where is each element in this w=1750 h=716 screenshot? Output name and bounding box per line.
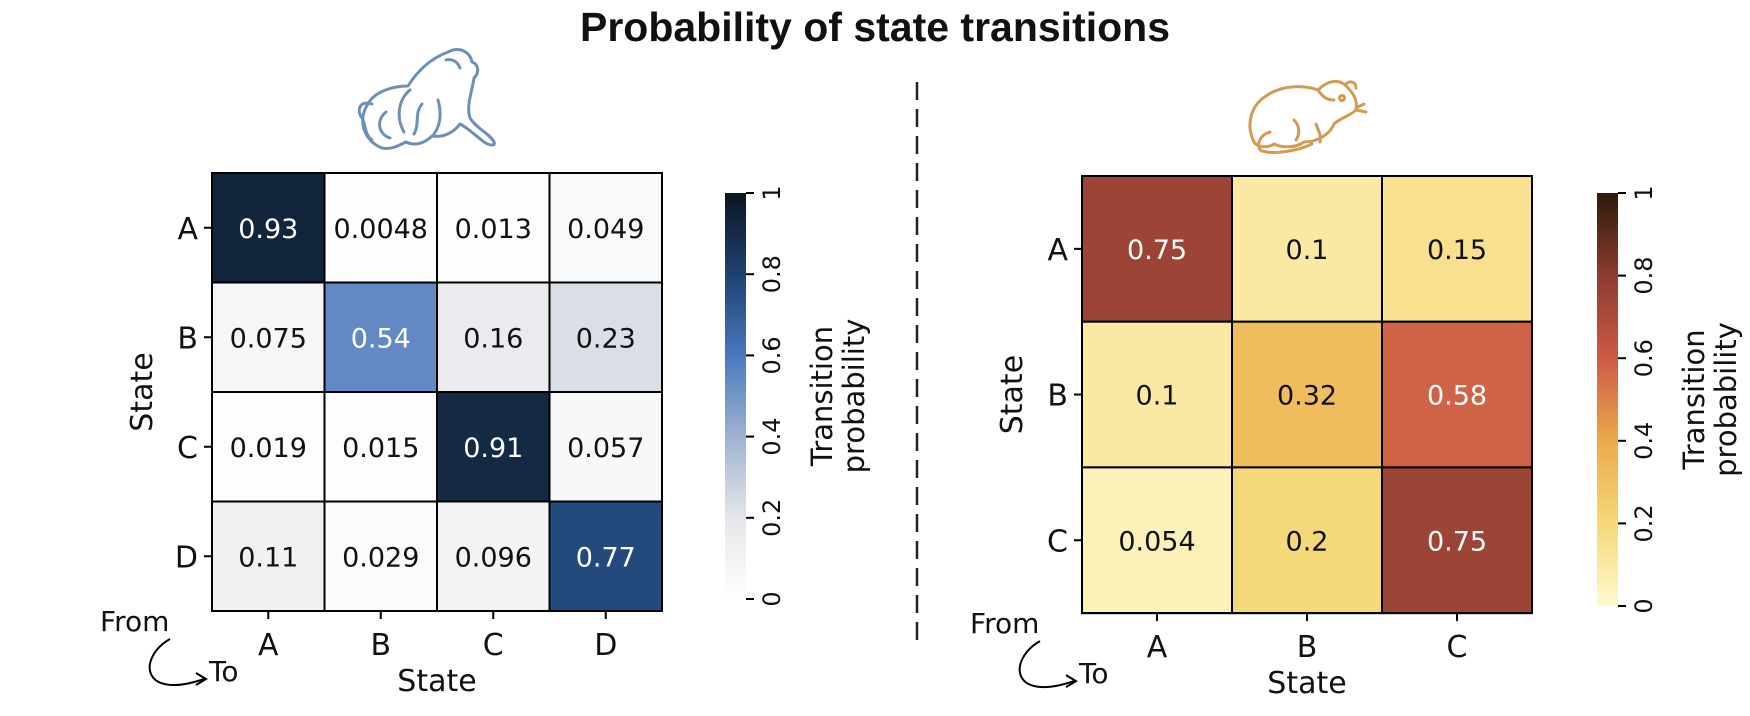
cell-value-label: 0.0048 — [334, 214, 428, 245]
corner-to-label: To — [1078, 657, 1108, 690]
from-to-arrowhead — [1065, 674, 1078, 688]
y-tick-label: A — [177, 212, 198, 247]
corner-from-label: From — [970, 607, 1039, 640]
cell-value-label: 0.019 — [230, 433, 307, 464]
from-to-arrow — [1018, 640, 1075, 688]
heatmap-cell — [548, 172, 663, 284]
colorbar-label-line2: probability — [837, 319, 871, 474]
colorbar — [1597, 193, 1618, 606]
heatmap-cell — [211, 391, 326, 503]
from-to-arrowhead — [195, 672, 208, 686]
x-axis-label: State — [397, 664, 476, 699]
cell-value-label: 0.013 — [455, 214, 532, 245]
y-axis-label: State — [995, 355, 1030, 434]
cell-value-label: 0.58 — [1427, 381, 1487, 412]
heatmap-cell — [1381, 466, 1533, 615]
x-tick-label: D — [594, 628, 617, 663]
colorbar-label-line1: Transition — [805, 326, 839, 467]
heatmap-cell — [323, 391, 438, 503]
colorbar-tick-label: 1 — [1630, 185, 1658, 200]
figure-title: Probability of state transitions — [579, 4, 1171, 50]
corner-to-label: To — [208, 655, 238, 688]
colorbar-tick-label: 0.2 — [758, 499, 786, 537]
colorbar-label-line1: Transition — [1677, 329, 1711, 470]
cell-value-label: 0.91 — [463, 433, 523, 464]
cell-value-label: 0.75 — [1427, 526, 1487, 557]
colorbar-tick-label: 0.4 — [758, 418, 786, 456]
x-tick-label: A — [1147, 630, 1168, 665]
cell-value-label: 0.075 — [230, 323, 307, 354]
heatmap-cell — [548, 391, 663, 503]
y-tick-label: D — [175, 540, 198, 575]
heatmap-cell — [1381, 320, 1533, 469]
colorbar-tick-label: 0.6 — [1630, 339, 1658, 377]
x-tick-label: B — [1297, 630, 1318, 665]
cell-value-label: 0.1 — [1136, 381, 1179, 412]
cell-value-label: 0.16 — [463, 323, 523, 354]
cell-value-label: 0.11 — [238, 542, 298, 573]
heatmap-frame — [211, 172, 663, 612]
cell-value-label: 0.32 — [1277, 381, 1337, 412]
heatmap-cell — [211, 172, 326, 284]
heatmap-cell — [1381, 175, 1533, 323]
colorbar-label-line2: probability — [1709, 322, 1743, 477]
colorbar-tick-label: 0.2 — [1630, 504, 1658, 542]
heatmap-cell — [1231, 320, 1383, 469]
colorbar — [725, 193, 746, 599]
rat-icon — [1248, 80, 1368, 154]
colorbar-tick-label: 0.4 — [1630, 422, 1658, 460]
y-axis-label: State — [125, 352, 160, 431]
heatmap-cell — [436, 391, 551, 503]
colorbar-tick-label: 0 — [1630, 598, 1658, 613]
cell-value-label: 0.029 — [342, 542, 419, 573]
corner-from-label: From — [100, 605, 169, 638]
cell-value-label: 0.096 — [455, 542, 532, 573]
colorbar-tick-label: 0.8 — [758, 255, 786, 293]
y-tick-label: B — [177, 321, 198, 356]
x-tick-label: C — [1447, 630, 1468, 665]
heatmap-cell — [1231, 175, 1383, 323]
cell-value-label: 0.77 — [576, 542, 636, 573]
colorbar-tick-label: 0.6 — [758, 336, 786, 374]
cell-value-label: 0.054 — [1118, 526, 1195, 557]
cell-value-label: 0.93 — [238, 214, 298, 245]
cell-value-label: 0.015 — [342, 433, 419, 464]
colorbar-tick-label: 0.8 — [1630, 257, 1658, 295]
x-tick-label: B — [370, 628, 391, 663]
cell-value-label: 0.049 — [567, 214, 644, 245]
heatmap-cell — [1081, 320, 1233, 469]
cell-value-label: 0.15 — [1427, 235, 1487, 266]
cell-value-label: 0.23 — [576, 323, 636, 354]
heatmap-cell — [323, 281, 438, 393]
colorbar-tick-label: 1 — [758, 185, 786, 200]
y-tick-label: A — [1047, 233, 1068, 268]
cell-value-label: 0.057 — [567, 433, 644, 464]
y-tick-label: C — [1047, 524, 1068, 559]
heatmap-panel-left: 0.93 0.0048 0.013 0.049 0.075 0.54 0.16 0.23 0.0… — [100, 172, 871, 699]
heatmap-cell — [323, 500, 438, 612]
colorbar-tick-label: 0 — [758, 591, 786, 606]
y-tick-label: B — [1047, 379, 1068, 414]
cell-value-label: 0.75 — [1127, 235, 1187, 266]
x-tick-label: A — [258, 628, 279, 663]
y-tick-label: C — [177, 431, 198, 466]
x-tick-label: C — [483, 628, 504, 663]
heatmap-panel-right: 0.75 0.1 0.15 0.1 0.32 0.58 0.054 0.2 0.75 A B C A B C… — [970, 175, 1743, 701]
cell-value-label: 0.54 — [351, 323, 411, 354]
from-to-arrow — [148, 638, 205, 686]
cell-value-label: 0.1 — [1286, 235, 1329, 266]
cell-value-label: 0.2 — [1286, 526, 1329, 557]
x-axis-label: State — [1267, 666, 1346, 701]
monkey-icon — [357, 48, 496, 150]
